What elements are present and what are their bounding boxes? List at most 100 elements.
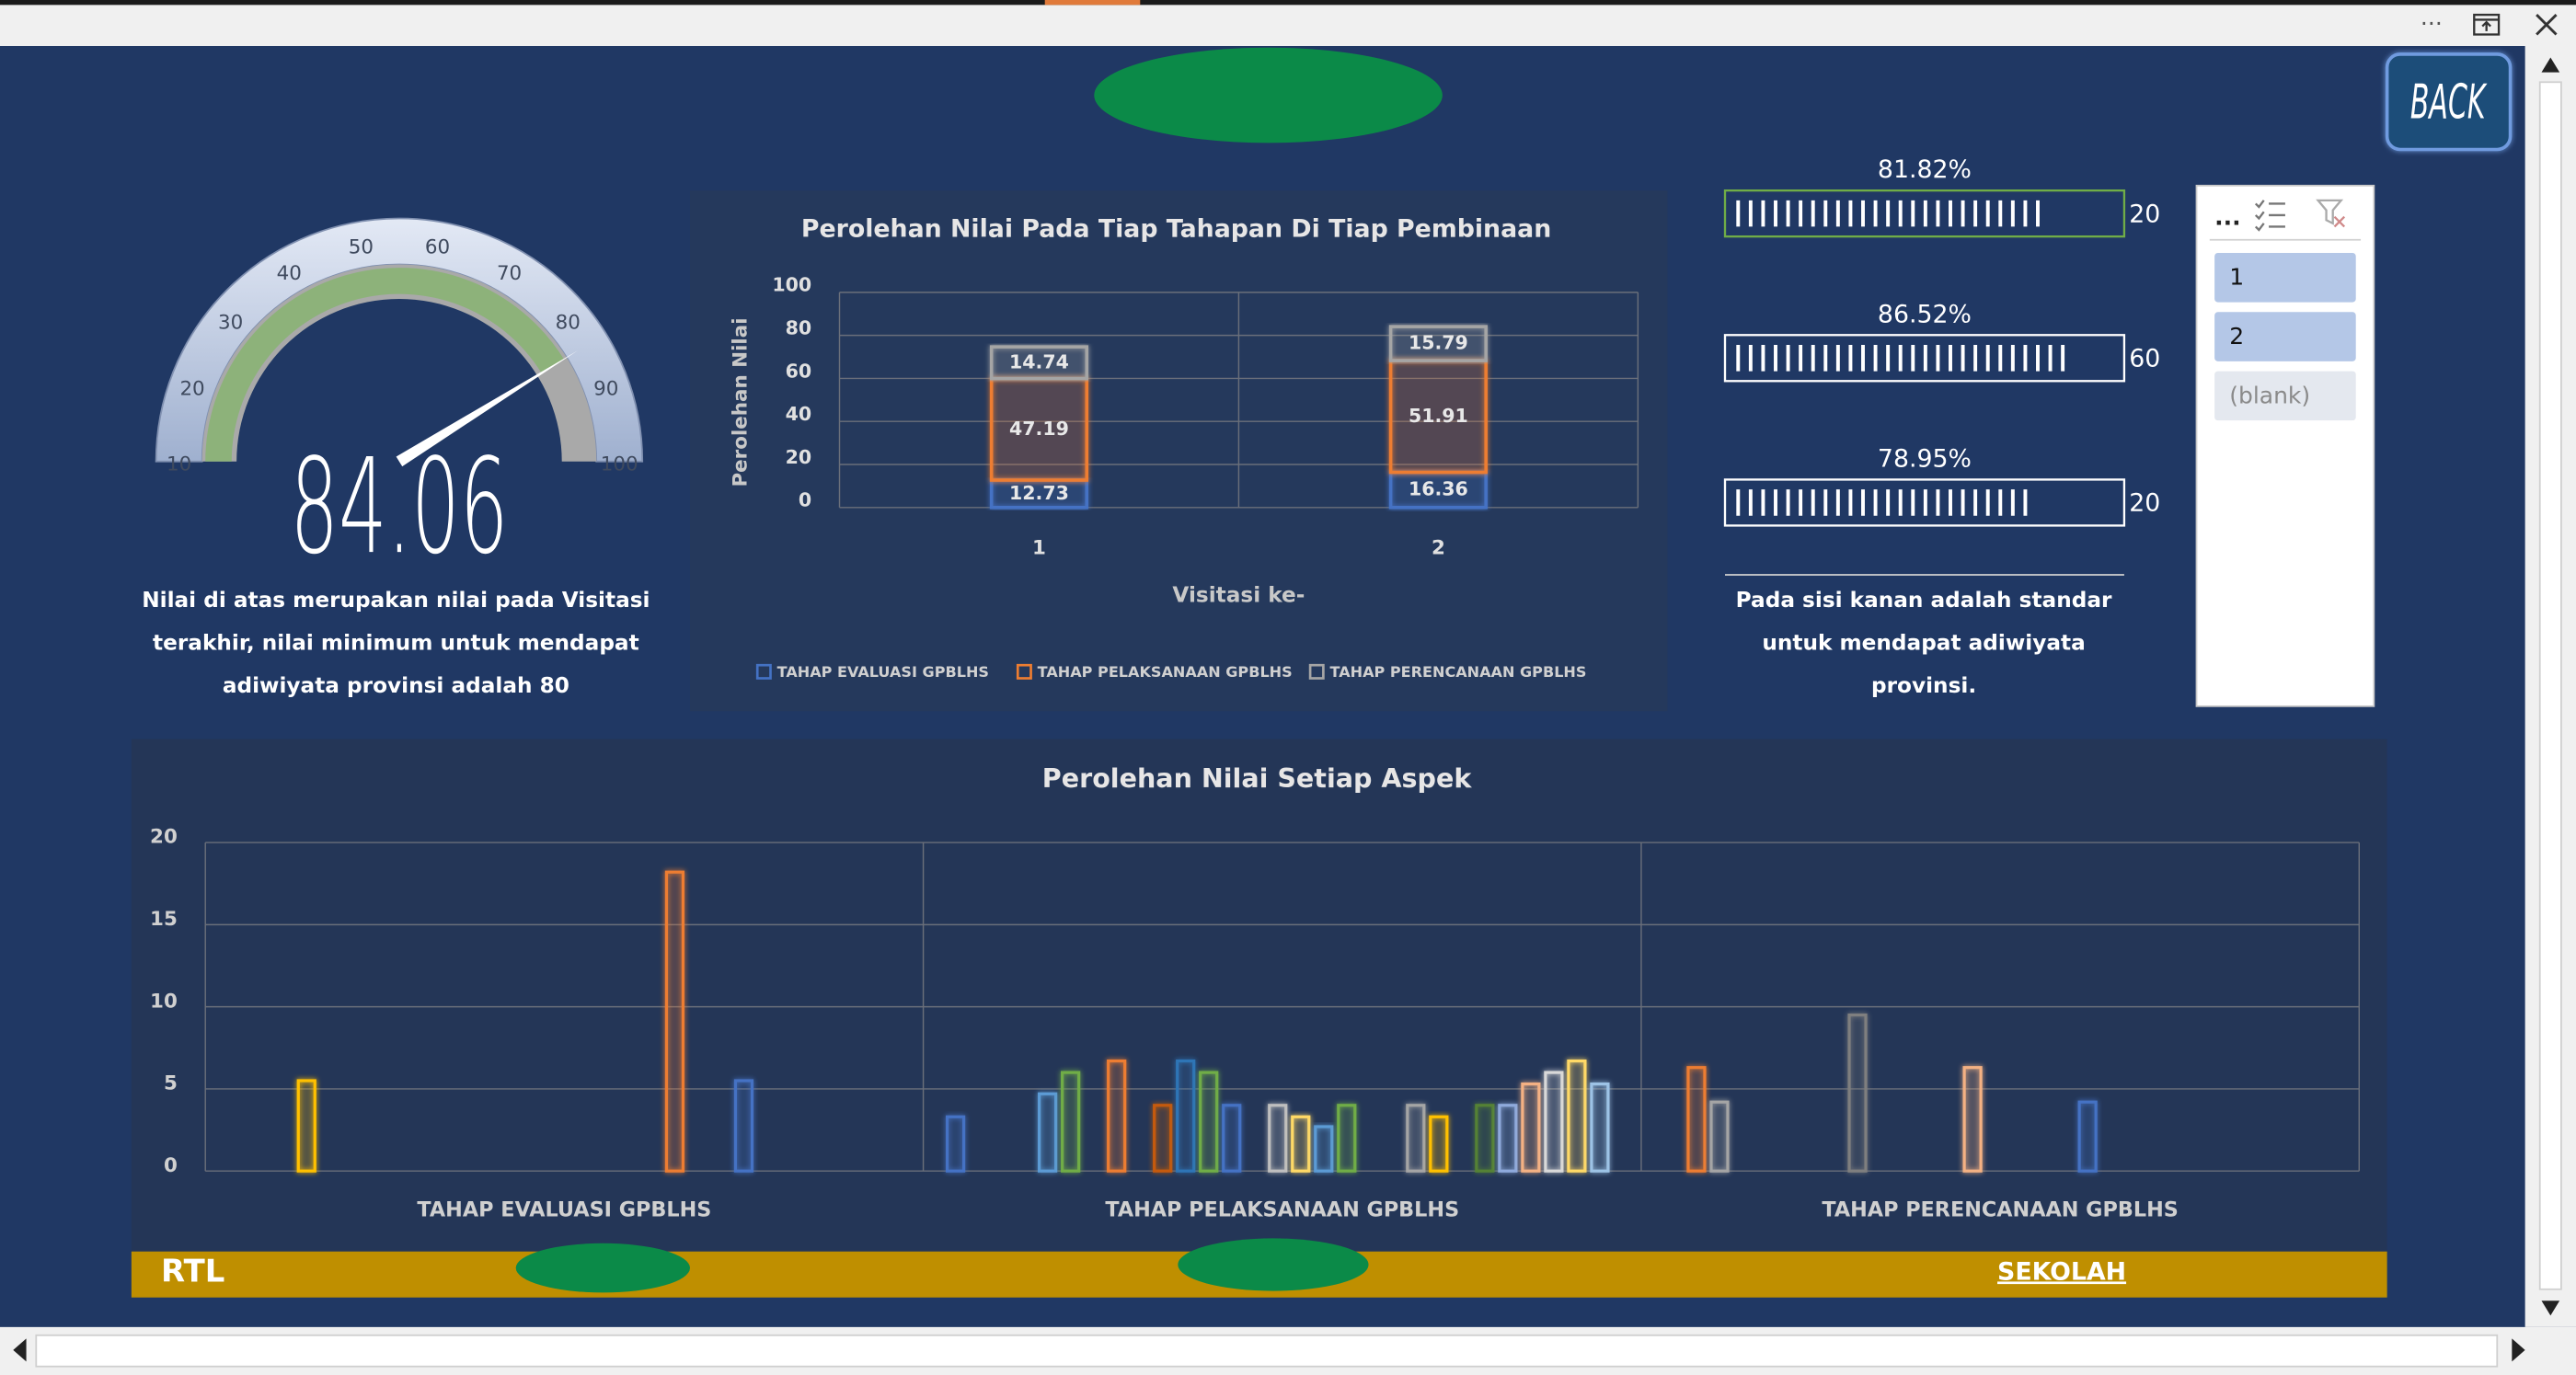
progress-target: 20 (2129, 489, 2160, 518)
close-icon[interactable] (2536, 14, 2558, 36)
bar (1176, 1059, 1196, 1173)
slicer-item[interactable] (2214, 312, 2356, 361)
redaction (1178, 1238, 1369, 1291)
bar (1686, 1066, 1707, 1173)
progress-target: 60 (2129, 345, 2160, 373)
y-axis-title: Perolehan Nilai (729, 317, 752, 487)
progress-box (1723, 478, 2126, 527)
slicer-item[interactable] (2214, 253, 2356, 303)
bar (1709, 1100, 1730, 1173)
progress-percent-label: 86.52% (1878, 300, 1972, 328)
vertical-scroll-track[interactable] (2538, 81, 2562, 1290)
y-tick-label: 10 (150, 990, 178, 1013)
progress-fill (1736, 489, 2028, 516)
gauge-value-arc (205, 268, 564, 462)
legend-swatch (1016, 663, 1032, 680)
bar (1962, 1066, 1983, 1173)
y-tick-label: 15 (150, 908, 178, 931)
progress-percent-label: 81.82% (1878, 155, 1972, 184)
x-axis-title: Visitasi ke- (1172, 583, 1305, 608)
progress-fill (1736, 344, 2065, 372)
slicer-item[interactable] (2214, 371, 2356, 421)
data-label: 16.36 (1409, 478, 1468, 500)
chart-title: Perolehan Nilai Pada Tiap Tahapan Di Tia… (801, 214, 1551, 243)
bar (1038, 1092, 1058, 1173)
gauge-tick-label: 20 (179, 378, 204, 401)
gauge-tick-label: 60 (425, 236, 450, 259)
bar (1061, 1071, 1081, 1173)
slicer-item-label[interactable]: 2 (2229, 323, 2244, 349)
gauge-tick-label: 40 (277, 262, 302, 285)
slicer-clear-filter-icon[interactable] (2316, 199, 2346, 228)
chart-title: Perolehan Nilai Setiap Aspek (1042, 762, 1473, 794)
slicer-header: ... (2214, 204, 2241, 231)
bar (1314, 1125, 1334, 1173)
data-label: 47.19 (1009, 418, 1069, 440)
footer-left: RTL (161, 1253, 224, 1289)
scroll-left-arrow[interactable] (13, 1338, 27, 1362)
redaction (515, 1243, 690, 1293)
legend-swatch (755, 663, 772, 680)
scroll-down-arrow[interactable] (2541, 1301, 2560, 1316)
y-tick-label: 40 (786, 403, 812, 425)
gauge-caption: Nilai di atas merupakan nilai pada Visit… (142, 588, 650, 613)
back-button[interactable] (2385, 52, 2513, 152)
gauge-caption: adiwiyata provinsi adalah 80 (223, 673, 569, 698)
horizontal-scroll-track[interactable] (35, 1334, 2499, 1368)
gauge-tick-label: 90 (593, 378, 618, 401)
data-label: 12.73 (1009, 482, 1069, 504)
progress-box (1723, 334, 2126, 383)
x-tick-label: TAHAP EVALUASI GPBLHS (417, 1198, 711, 1222)
x-tick-label: 2 (1432, 536, 1445, 559)
footer-link[interactable]: SEKOLAH (1997, 1257, 2126, 1286)
progress-caption: untuk mendapat adiwiyata (1762, 631, 2085, 656)
bar (1475, 1104, 1495, 1173)
bar (1406, 1104, 1426, 1173)
bar (1590, 1082, 1610, 1173)
bar (1847, 1013, 1868, 1173)
bar (1268, 1104, 1288, 1173)
bar (1153, 1104, 1173, 1173)
bar (1291, 1115, 1311, 1173)
scroll-up-arrow[interactable] (2541, 57, 2560, 73)
y-tick-label: 80 (786, 317, 812, 339)
bar-segment (989, 345, 1089, 381)
redaction (1094, 47, 1443, 143)
slicer-item-label[interactable]: (blank) (2229, 382, 2310, 408)
bar (1567, 1059, 1587, 1173)
legend-label: TAHAP EVALUASI GPBLHS (777, 663, 989, 681)
progress-target: 20 (2129, 200, 2160, 228)
back-button-label[interactable]: BACK (2410, 74, 2488, 130)
scroll-right-arrow[interactable] (2512, 1338, 2525, 1362)
y-tick-label: 60 (786, 360, 812, 382)
y-tick-label: 20 (150, 826, 178, 849)
slicer-item-label[interactable]: 1 (2229, 264, 2244, 291)
bar-segment (1388, 359, 1488, 475)
bar-segment (1388, 470, 1488, 510)
restore-icon[interactable] (2473, 13, 2501, 36)
y-tick-label: 0 (799, 489, 811, 511)
progress-percent-label: 78.95% (1878, 445, 1972, 474)
bar-segment (1388, 325, 1488, 362)
x-tick-label: TAHAP PERENCANAAN GPBLHS (1822, 1198, 2178, 1222)
bar (296, 1079, 316, 1173)
progress-caption: provinsi. (1871, 673, 1976, 698)
gauge-tick-label: 80 (556, 312, 581, 335)
bar (1107, 1059, 1127, 1173)
bar (2077, 1100, 2098, 1173)
progress-fill (1736, 200, 2040, 227)
stage-chart-panel (690, 190, 1668, 712)
gauge-tick-label: 30 (218, 312, 243, 335)
data-label: 51.91 (1409, 405, 1468, 427)
title-bar (0, 0, 2576, 46)
slicer-multiselect-icon[interactable] (2254, 200, 2285, 232)
progress-box (1723, 189, 2126, 238)
window-menu-dots[interactable]: ··· (2421, 10, 2443, 37)
bar (1521, 1082, 1541, 1173)
legend-label: TAHAP PERENCANAAN GPBLHS (1330, 663, 1587, 681)
y-tick-label: 20 (786, 446, 812, 468)
aspect-chart-panel (131, 739, 2387, 1252)
gauge-caption: terakhir, nilai minimum untuk mendapat (153, 631, 639, 656)
